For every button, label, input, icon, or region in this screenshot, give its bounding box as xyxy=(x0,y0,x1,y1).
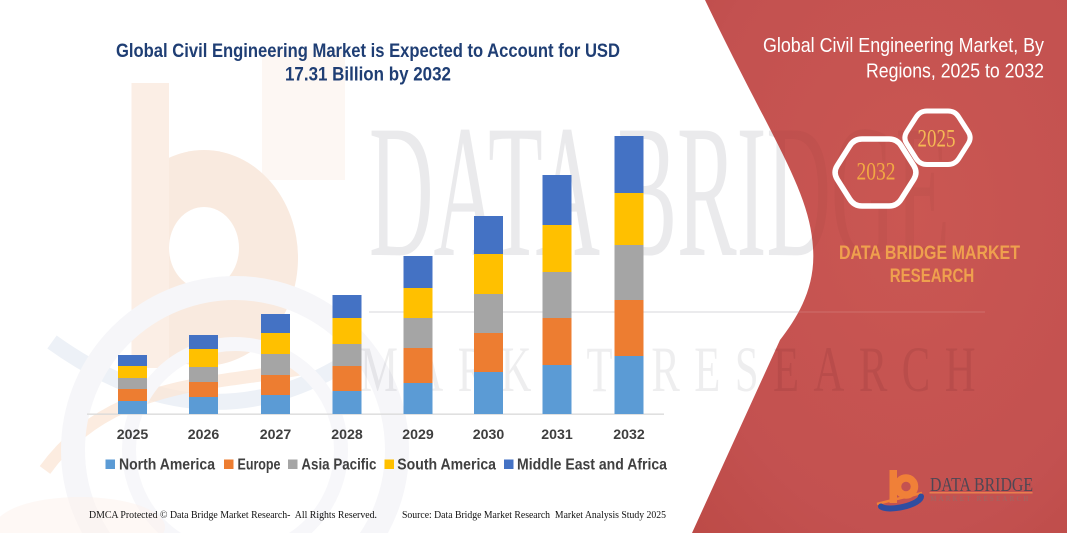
svg-text:Global Civil Engineering Marke: Global Civil Engineering Market, By xyxy=(763,34,1045,57)
svg-text:Regions, 2025 to 2032: Regions, 2025 to 2032 xyxy=(866,60,1044,83)
svg-text:2027: 2027 xyxy=(260,426,292,442)
svg-text:North America: North America xyxy=(119,456,215,473)
svg-text:2028: 2028 xyxy=(331,426,363,442)
svg-text:DATA BRIDGE: DATA BRIDGE xyxy=(369,87,950,297)
svg-text:2032: 2032 xyxy=(613,426,645,442)
svg-text:2030: 2030 xyxy=(473,426,505,442)
svg-text:RESEARCH: RESEARCH xyxy=(890,265,975,287)
svg-text:Global Civil Engineering Marke: Global Civil Engineering Market is Expec… xyxy=(116,40,620,62)
svg-text:South America: South America xyxy=(397,456,496,473)
svg-text:2025: 2025 xyxy=(918,126,956,153)
svg-text:2029: 2029 xyxy=(402,426,434,442)
svg-text:DATA BRIDGE MARKET: DATA BRIDGE MARKET xyxy=(839,242,1020,264)
svg-text:Source: Data Bridge Market Res: Source: Data Bridge Market Research Mark… xyxy=(402,509,666,521)
svg-text:Asia Pacific: Asia Pacific xyxy=(301,456,376,473)
svg-text:2031: 2031 xyxy=(541,426,573,442)
svg-text:MARKET RESEARCH: MARKET RESEARCH xyxy=(931,494,1031,503)
svg-text:2032: 2032 xyxy=(857,159,896,186)
svg-text:Europe: Europe xyxy=(238,456,281,473)
svg-text:MARKET RESEARCH: MARKET RESEARCH xyxy=(360,334,990,406)
svg-text:2025: 2025 xyxy=(117,426,149,442)
svg-text:2026: 2026 xyxy=(188,426,220,442)
svg-text:Middle East and Africa: Middle East and Africa xyxy=(517,456,667,473)
svg-text:DMCA Protected © Data Bridge M: DMCA Protected © Data Bridge Market Rese… xyxy=(89,509,377,521)
svg-text:17.31 Billion by 2032: 17.31 Billion by 2032 xyxy=(285,64,451,86)
svg-text:DATA BRIDGE: DATA BRIDGE xyxy=(930,474,1033,496)
